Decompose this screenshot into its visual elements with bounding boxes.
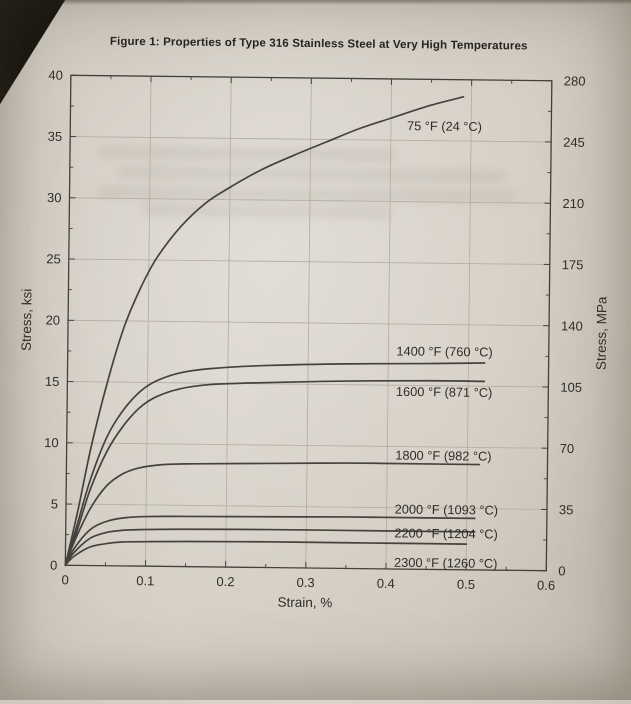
series-label: 2300 °F (1260 °C): [394, 555, 498, 571]
y-right-tick-label: 35: [559, 502, 574, 517]
y-axis-right-title: Stress, MPa: [594, 296, 610, 370]
x-tick-label: 0.4: [377, 576, 395, 591]
y-left-tick-label: 30: [47, 190, 62, 205]
x-tick-label: 0.6: [537, 578, 555, 593]
series-label: 75 °F (24 °C): [407, 118, 482, 134]
y-left-tick-label: 35: [48, 129, 63, 144]
y-right-tick-label: 105: [560, 380, 582, 395]
y-right-tick-label: 140: [561, 318, 583, 333]
y-left-tick-label: 0: [50, 558, 57, 573]
y-right-tick-label: 210: [562, 196, 584, 211]
y-right-tick-label: 70: [560, 441, 575, 456]
y-left-tick-label: 10: [44, 435, 59, 450]
series-curve: [65, 92, 463, 569]
series-label: 1400 °F (760 °C): [396, 343, 492, 359]
y-left-tick-label: 40: [48, 68, 63, 83]
series-label: 2000 °F (1093 °C): [395, 501, 499, 517]
series-label: 2200 °F (1204 °C): [394, 525, 498, 541]
y-left-tick-label: 25: [46, 251, 61, 266]
y-axis-left-title: Stress, ksi: [19, 289, 35, 351]
x-tick-label: 0.3: [297, 575, 315, 590]
x-tick-label: 0.1: [136, 573, 154, 588]
y-left-tick-label: 20: [46, 313, 61, 328]
y-right-tick-label: 175: [562, 257, 584, 272]
x-axis-title: Strain, %: [277, 595, 332, 611]
y-left-tick-label: 5: [51, 496, 58, 511]
series-label: 1600 °F (871 °C): [396, 384, 492, 400]
y-right-tick-label: 0: [558, 563, 565, 578]
series-label: 1800 °F (982 °C): [395, 448, 491, 464]
x-tick-label: 0.2: [216, 574, 234, 589]
x-tick-label: 0.5: [457, 577, 475, 592]
y-left-tick-label: 15: [45, 374, 60, 389]
y-right-tick-label: 280: [564, 73, 586, 88]
y-right-tick-label: 245: [563, 135, 585, 150]
x-tick-label: 0: [61, 572, 68, 587]
